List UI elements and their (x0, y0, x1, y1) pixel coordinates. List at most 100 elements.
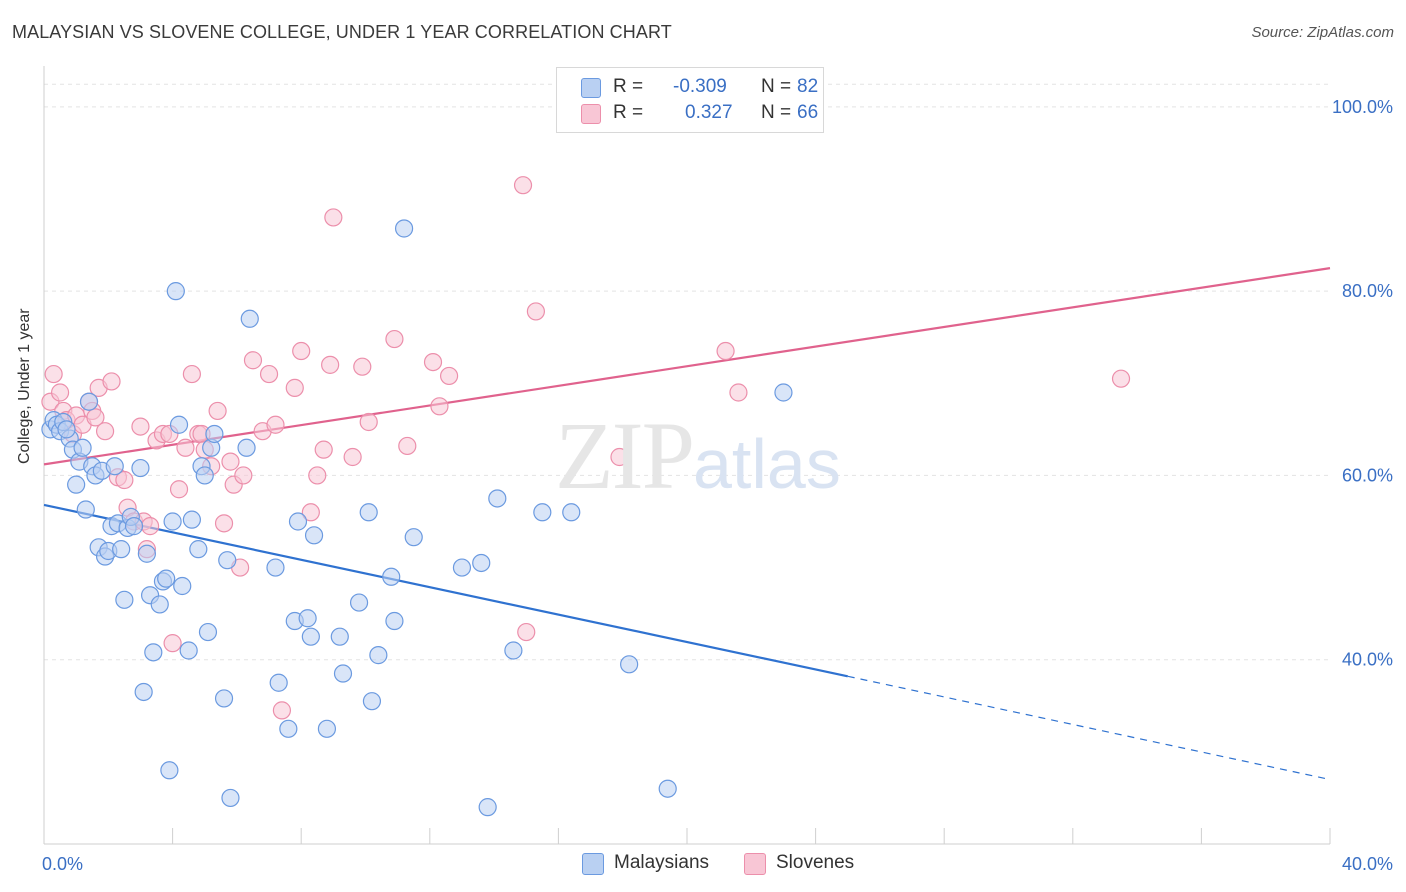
slovenes-point (292, 341, 311, 361)
slovenes-point (513, 176, 533, 195)
malaysians-point (504, 641, 523, 660)
malaysians-trend-line (43, 503, 848, 678)
malaysians-point (279, 719, 298, 738)
legend-r-label: R = (613, 102, 644, 123)
slovenes-point (716, 341, 735, 361)
slovenes-point (729, 383, 748, 402)
slovenes-point (423, 352, 443, 372)
y-tick-label: 40.0% (1342, 650, 1393, 670)
slovenes-point (176, 438, 195, 457)
malaysians-point (79, 392, 99, 411)
malaysians-point (349, 593, 369, 612)
watermark-atlas: atlas (693, 425, 841, 503)
malaysians-point (182, 510, 201, 529)
slovenes-legend-swatch (744, 853, 766, 875)
malaysians-point (472, 553, 491, 573)
malaysians-point (173, 576, 192, 596)
data-points (41, 176, 1131, 817)
malaysians-trend-extension (847, 675, 1331, 781)
malaysians-point (198, 622, 218, 642)
legend-n-value: 82 (797, 76, 819, 97)
slovenes-point (140, 517, 160, 536)
source-label: Source: ZipAtlas.com (1251, 24, 1394, 41)
malaysians-point (73, 438, 92, 457)
malaysians-point (131, 458, 150, 478)
slovenes-point (301, 503, 320, 522)
malaysians-point (166, 282, 185, 301)
x-tick-label: 40.0% (1342, 854, 1393, 874)
malaysians-point (218, 551, 237, 570)
slovenes-point (385, 329, 404, 349)
slovenes-point (163, 634, 182, 653)
malaysians-point (237, 438, 256, 457)
malaysians-point (112, 540, 131, 559)
legend-n-label: N = (761, 102, 792, 123)
slovenes-point (115, 470, 134, 490)
malaysians-point (385, 611, 404, 631)
slovenes-point (102, 372, 121, 391)
malaysians-point (124, 517, 144, 536)
malaysians-point (333, 664, 353, 683)
malaysians-point (658, 779, 677, 798)
malaysians-swatch (581, 78, 601, 98)
slovenes-point (221, 452, 240, 471)
malaysians-point (382, 567, 401, 586)
malaysians-point (620, 655, 639, 674)
malaysians-point (189, 540, 208, 559)
malaysians-point (240, 309, 259, 328)
slovenes-point (50, 383, 70, 402)
slovenes-point (214, 514, 234, 533)
malaysians-point (488, 489, 507, 508)
slovenes-point (243, 351, 263, 370)
malaysians-point (404, 528, 423, 547)
slovenes-point (259, 364, 279, 384)
slovenes-point (131, 417, 150, 436)
malaysians-point (214, 689, 234, 708)
malaysians-point (76, 500, 95, 519)
slovenes-point (208, 401, 227, 421)
slovenes-point (343, 447, 362, 467)
malaysians-point (359, 503, 378, 522)
axes (43, 66, 1331, 845)
malaysians-point (157, 569, 176, 588)
malaysians-legend-swatch (582, 853, 604, 875)
malaysians-point (134, 682, 153, 702)
slovenes-point (266, 415, 285, 434)
slovenes-point (182, 364, 201, 384)
slovenes-legend-label: Slovenes (776, 852, 855, 873)
malaysians-legend-label: Malaysians (614, 852, 710, 873)
malaysians-point (67, 475, 86, 494)
malaysians-point (266, 558, 285, 577)
malaysians-point (452, 558, 472, 577)
legend-n-value: 66 (797, 102, 819, 123)
malaysians-point (160, 761, 179, 780)
malaysians-point (150, 595, 169, 614)
malaysians-point (301, 627, 320, 646)
malaysians-point (169, 415, 189, 434)
y-tick-label: 80.0% (1342, 281, 1393, 301)
slovenes-point (359, 412, 378, 432)
watermark-zip: ZIP (555, 402, 695, 509)
y-tick-label: 100.0% (1332, 97, 1393, 117)
slovenes-point (439, 366, 459, 386)
malaysians-point (221, 788, 240, 808)
malaysians-point (195, 466, 214, 485)
slovenes-point (86, 408, 105, 427)
malaysians-point (298, 609, 317, 628)
x-tick-label: 0.0% (42, 854, 83, 874)
slovenes-point (517, 622, 536, 642)
malaysians-point (369, 646, 388, 665)
legend-r-value: -0.309 (673, 76, 727, 97)
slovenes-swatch (581, 104, 601, 124)
slovenes-point (314, 440, 333, 459)
watermark: ZIPatlas (555, 400, 841, 511)
malaysians-point (205, 424, 224, 444)
malaysians-point (330, 627, 349, 646)
slovenes-point (169, 480, 189, 499)
y-tick-label: 60.0% (1342, 465, 1393, 485)
malaysians-point (533, 503, 552, 522)
slovenes-point (1111, 369, 1131, 388)
legend-n-label: N = (761, 76, 792, 97)
malaysians-point (394, 219, 414, 238)
